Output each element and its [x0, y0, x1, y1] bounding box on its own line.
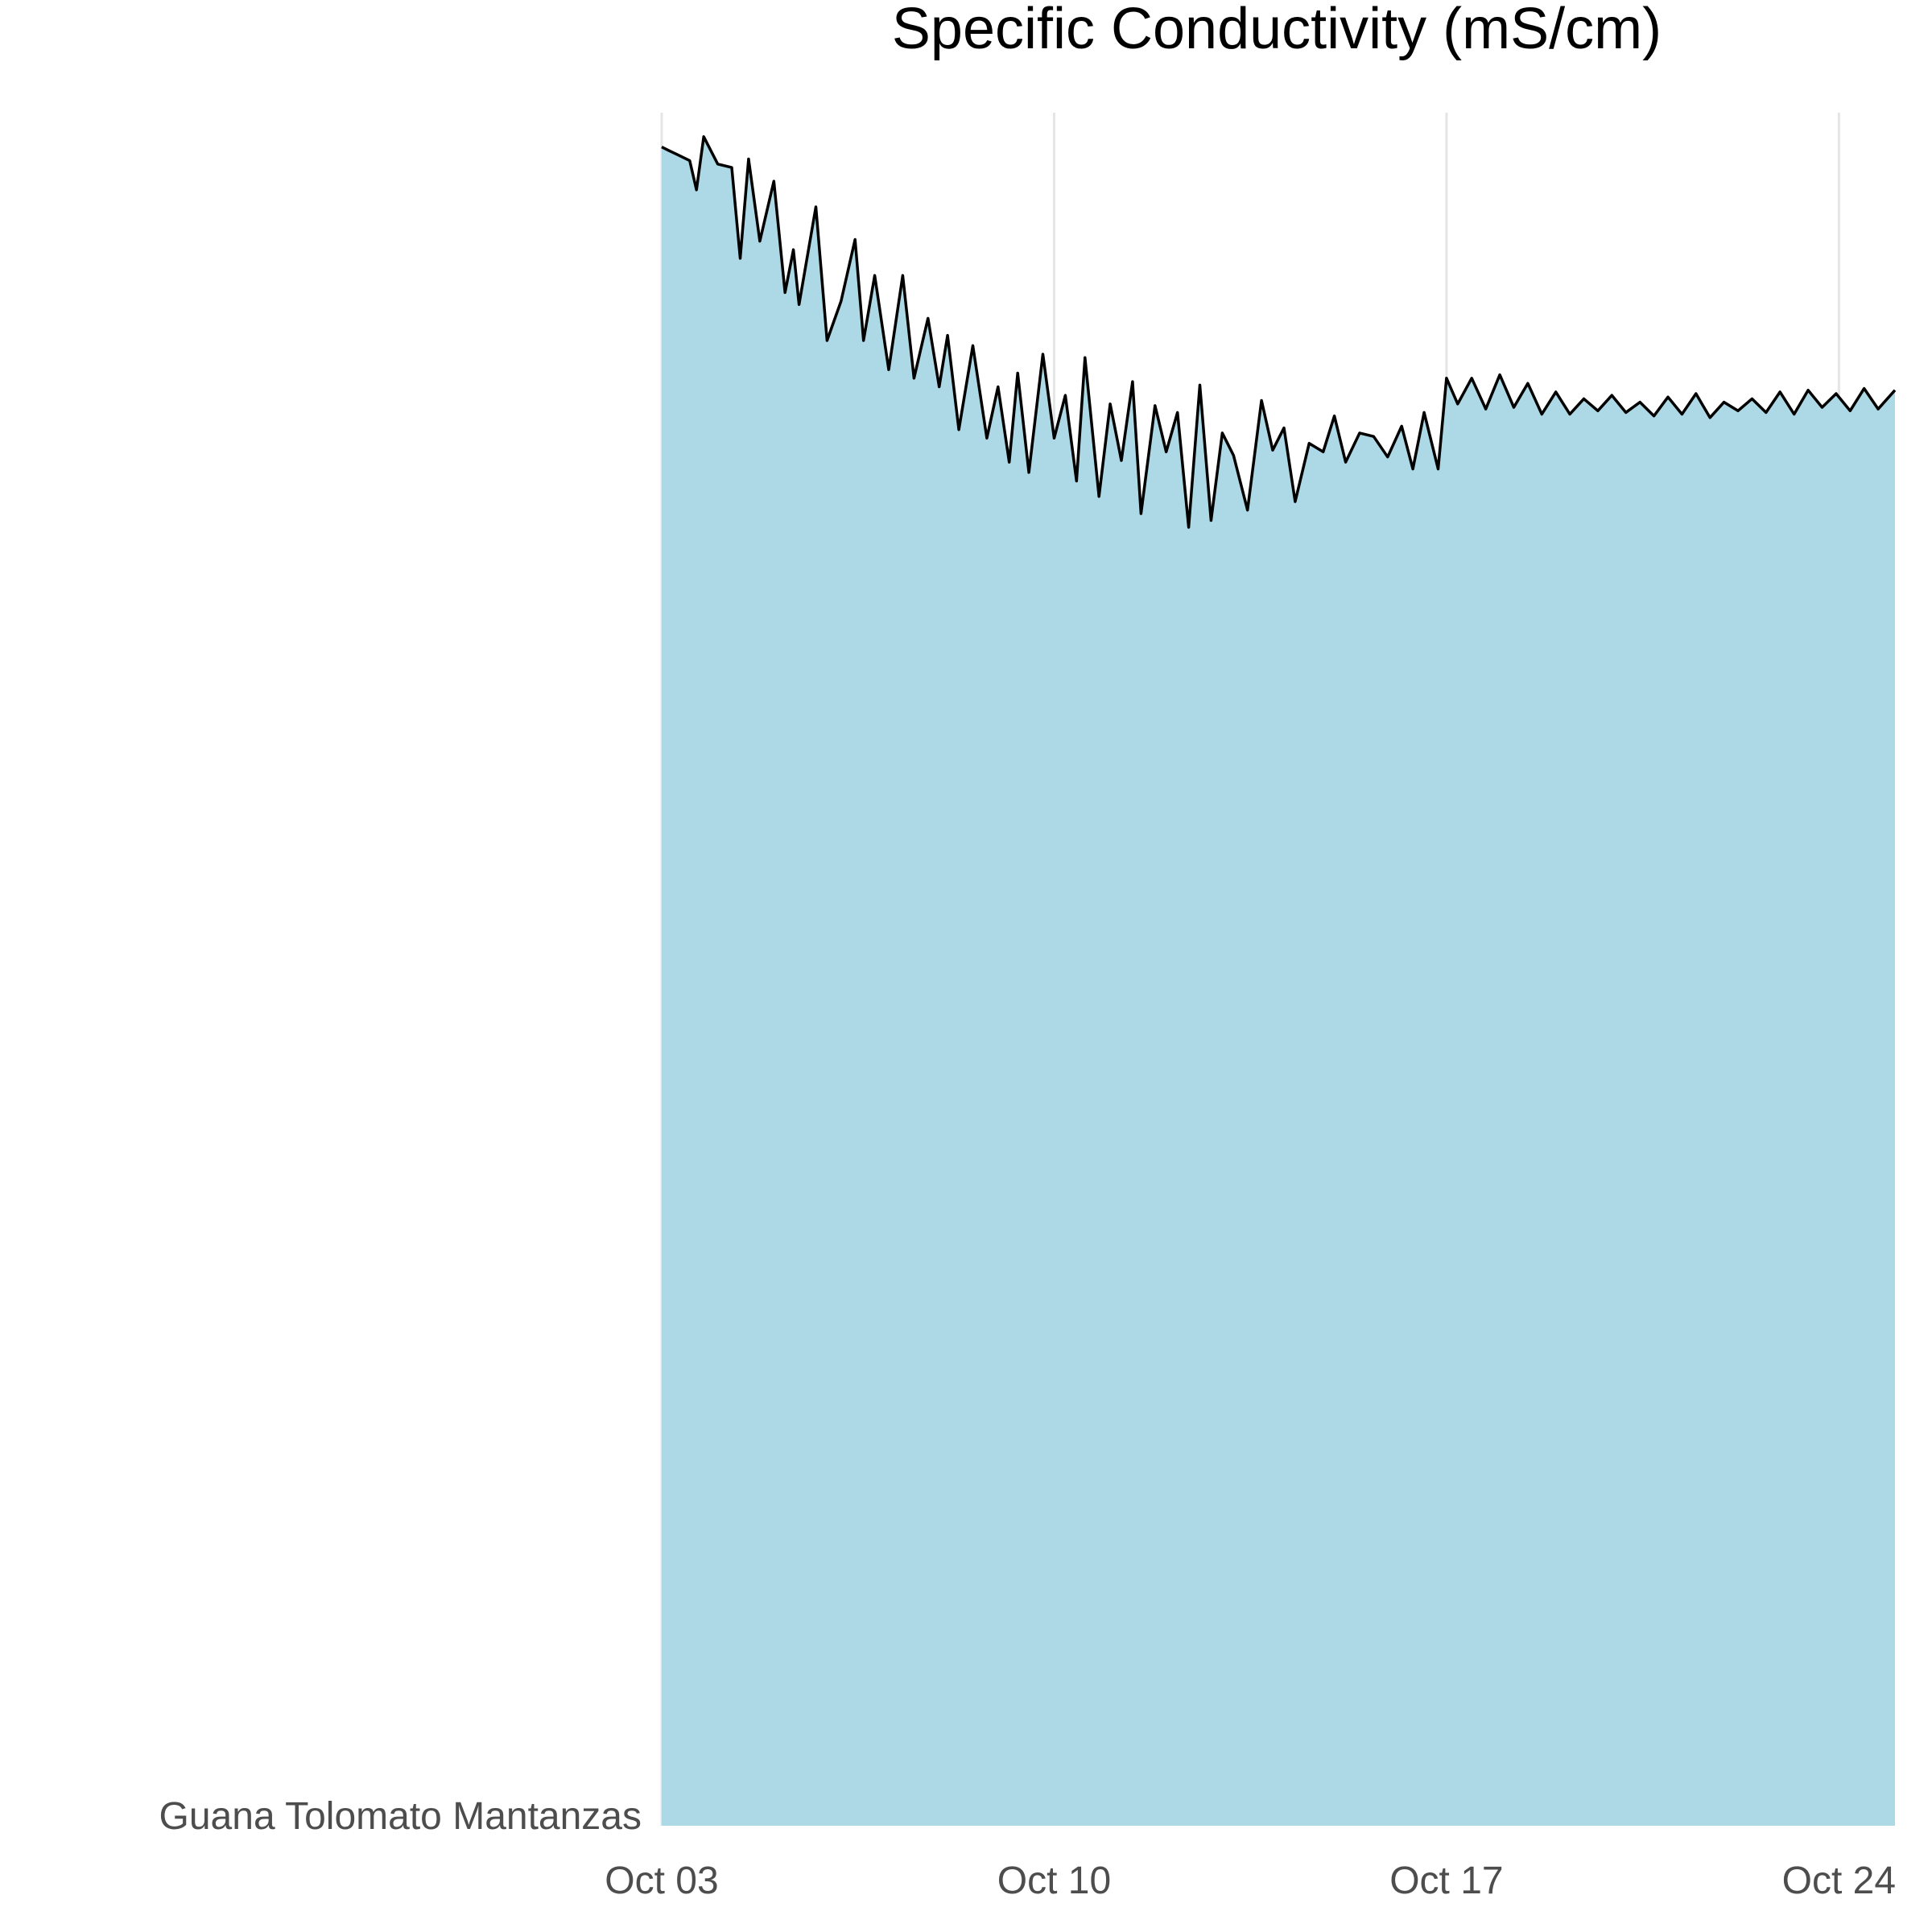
x-tick-label: Oct 17 [1389, 1860, 1503, 1902]
chart-title: Specific Conductivity (mS/cm) [892, 0, 1662, 61]
x-tick-label: Oct 03 [605, 1860, 718, 1902]
category-label: Guana Tolomato Mantanzas [159, 1795, 642, 1838]
x-tick-label: Oct 24 [1782, 1860, 1896, 1902]
x-axis-ticks: Oct 03 Oct 10 Oct 17 Oct 24 [605, 1860, 1896, 1902]
series-line [661, 135, 1897, 529]
area-fill [662, 136, 1895, 1826]
x-tick-label: Oct 10 [997, 1860, 1111, 1902]
